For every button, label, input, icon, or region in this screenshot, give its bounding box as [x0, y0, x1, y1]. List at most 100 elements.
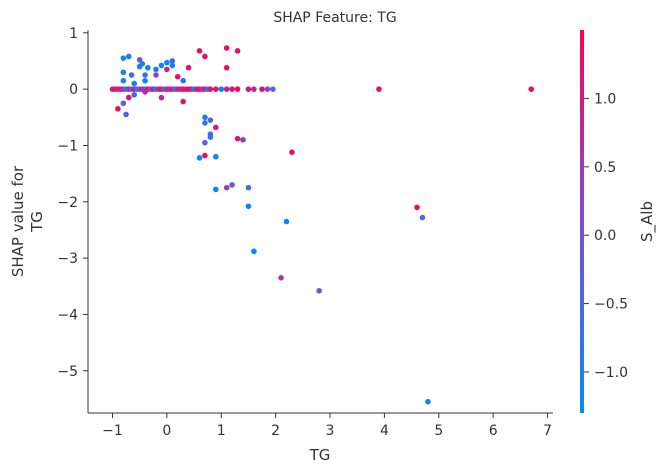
scatter-point: [136, 57, 143, 63]
scatter-point: [270, 86, 276, 92]
scatter-points: [109, 45, 535, 405]
scatter-point: [240, 137, 246, 143]
scatter-point: [169, 62, 176, 69]
scatter-point: [125, 94, 132, 101]
scatter-point: [180, 77, 186, 84]
scatter-point: [229, 182, 235, 188]
scatter-point: [207, 117, 214, 123]
chart-title: SHAP Feature: TG: [273, 10, 396, 26]
scatter-point: [234, 86, 241, 92]
scatter-point: [131, 80, 138, 87]
scatter-point: [251, 248, 257, 255]
scatter-point: [234, 48, 241, 54]
scatter-point: [131, 91, 138, 98]
scatter-point: [120, 69, 127, 76]
scatter-point: [218, 86, 225, 92]
colorbar-label: S_Alb: [638, 201, 657, 242]
scatter-point: [174, 73, 181, 80]
x-tick-label: 3: [326, 423, 335, 439]
scatter-point: [202, 114, 208, 121]
scatter-point: [164, 66, 170, 73]
x-axis: −1 0 1 2 3 4 5 6 7: [88, 412, 553, 439]
scatter-point: [123, 111, 129, 118]
y-tick-label: −2: [57, 195, 78, 211]
scatter-point: [207, 134, 214, 140]
scatter-point: [125, 53, 132, 60]
y-axis-label-line: SHAP value for: [9, 165, 27, 277]
scatter-point: [283, 218, 290, 225]
x-tick-label: 5: [434, 423, 443, 439]
scatter-point: [223, 184, 230, 191]
y-tick-label: −1: [57, 138, 78, 154]
scatter-point: [158, 62, 165, 69]
scatter-point: [213, 153, 219, 160]
scatter-point: [223, 86, 230, 92]
scatter-point: [142, 77, 148, 84]
scatter-point: [414, 204, 420, 211]
scatter-point: [142, 89, 148, 95]
scatter-point: [128, 72, 135, 78]
scatter-point: [289, 149, 295, 156]
scatter-point: [528, 86, 535, 92]
scatter-point: [202, 53, 208, 60]
scatter-point: [196, 155, 203, 161]
scatter-point: [229, 86, 235, 92]
scatter-point: [196, 48, 203, 54]
scatter-point: [376, 86, 382, 92]
colorbar-tick-label: −0.5: [594, 297, 628, 313]
y-axis-label: SHAP value forTG: [9, 165, 46, 277]
scatter-point: [120, 55, 127, 61]
colorbar-tick-label: 0.5: [594, 160, 616, 176]
x-tick-label: −1: [102, 423, 123, 439]
scatter-point: [202, 152, 208, 159]
x-axis-label: TG: [309, 446, 331, 464]
scatter-point: [139, 60, 146, 67]
y-tick-label: 0: [69, 82, 78, 98]
scatter-point: [145, 64, 151, 71]
scatter-point: [202, 120, 208, 126]
scatter-point: [234, 135, 241, 142]
x-tick-label: 2: [271, 423, 280, 439]
scatter-point: [245, 184, 252, 191]
scatter-point: [213, 86, 219, 92]
scatter-point: [278, 275, 284, 281]
y-tick-label: −5: [57, 364, 78, 380]
y-axis-label-line: TG: [28, 211, 46, 233]
scatter-point: [153, 66, 159, 73]
scatter-point: [180, 98, 186, 105]
scatter-point: [264, 86, 271, 92]
colorbar-tick-label: 0.0: [594, 228, 616, 244]
scatter-point: [207, 86, 214, 92]
scatter-point: [185, 64, 192, 71]
x-tick-label: 4: [380, 423, 389, 439]
y-tick-label: −4: [57, 307, 78, 323]
scatter-point: [419, 214, 426, 221]
x-tick-label: 0: [162, 423, 171, 439]
y-axis: 1 0 −1 −2 −3 −4 −5: [57, 26, 89, 413]
scatter-point: [153, 72, 159, 78]
scatter-point: [120, 77, 127, 84]
colorbar-gradient: [580, 30, 584, 413]
scatter-point: [202, 139, 208, 146]
scatter-point: [142, 72, 148, 78]
colorbar: 1.0 0.5 0.0 −0.5 −1.0 S_Alb: [580, 30, 657, 413]
scatter-point: [245, 86, 252, 92]
x-tick-label: 6: [489, 423, 498, 439]
scatter-point: [223, 45, 230, 51]
x-tick-label: 1: [217, 423, 226, 439]
scatter-point: [425, 398, 431, 405]
scatter-point: [251, 86, 257, 92]
scatter-point: [115, 106, 121, 112]
scatter-point: [316, 287, 322, 294]
x-tick-label: 7: [543, 423, 552, 439]
colorbar-tick-label: 1.0: [594, 91, 616, 107]
scatter-point: [223, 64, 230, 71]
scatter-point: [164, 59, 170, 66]
scatter-point: [245, 203, 252, 210]
y-tick-label: −3: [57, 251, 78, 267]
scatter-point: [169, 58, 176, 64]
colorbar-tick-label: −1.0: [594, 365, 628, 381]
y-tick-label: 1: [69, 26, 78, 42]
scatter-point: [259, 86, 265, 92]
